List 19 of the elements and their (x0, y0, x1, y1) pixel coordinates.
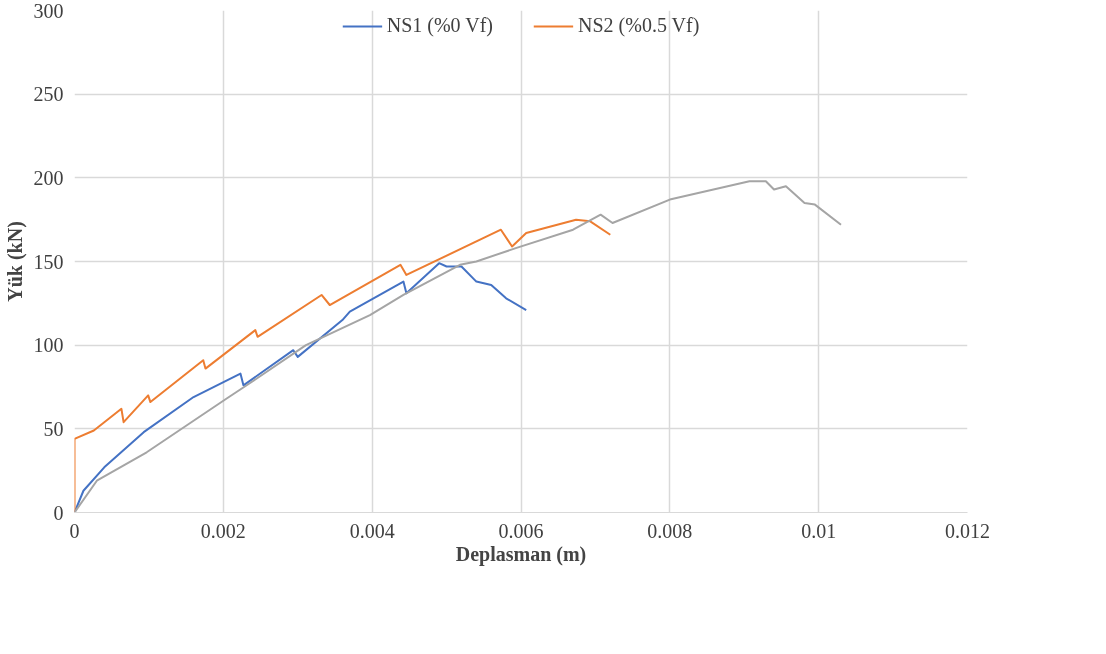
legend-label: NS2 (%0.5 Vf) (578, 14, 700, 37)
legend-label: NS1 (%0 Vf) (386, 14, 493, 37)
x-tick-label: 0.002 (200, 519, 246, 542)
y-tick-label: 200 (33, 166, 64, 189)
y-tick-label: 300 (33, 0, 64, 22)
y-tick-label: 150 (33, 250, 64, 273)
y-tick-label: 250 (33, 83, 64, 106)
y-axis-title: Yük (kN) (3, 221, 27, 302)
x-axis-title: Deplasman (m) (455, 542, 587, 566)
x-tick-label: 0 (69, 519, 80, 542)
x-tick-label: 0.008 (647, 519, 693, 542)
x-tick-label: 0.01 (801, 519, 837, 542)
y-tick-label: 50 (43, 417, 64, 440)
y-tick-label: 100 (33, 334, 64, 357)
x-tick-label: 0.006 (498, 519, 544, 542)
y-tick-label: 0 (53, 501, 64, 524)
x-tick-label: 0.012 (945, 519, 990, 542)
x-tick-label: 0.004 (349, 519, 395, 542)
line-series (74, 180, 842, 513)
